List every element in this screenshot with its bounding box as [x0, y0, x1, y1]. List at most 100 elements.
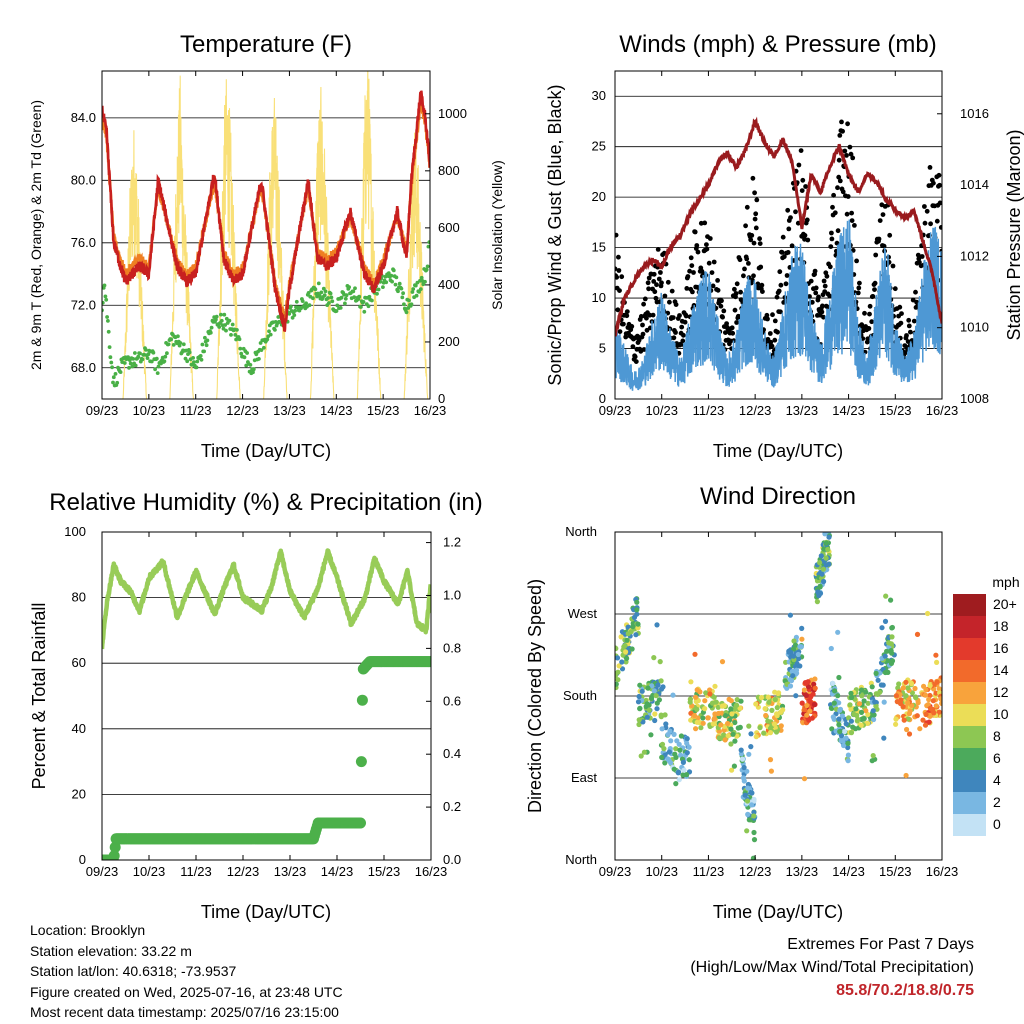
dewpoint-point — [362, 309, 367, 314]
gust-point — [835, 185, 840, 191]
gust-point — [937, 200, 942, 206]
dewpoint-point — [171, 343, 176, 347]
dewpoint-point — [205, 338, 210, 343]
direction-point — [741, 778, 747, 784]
dewpoint-point — [128, 361, 133, 366]
gust-point — [824, 273, 830, 279]
gust-point — [734, 281, 740, 287]
gust-point — [682, 319, 688, 325]
dewpoint-point — [262, 345, 266, 350]
dewpoint-point — [110, 365, 114, 370]
dir-ytick-label: East — [571, 770, 597, 785]
dewpoint-point — [109, 360, 114, 365]
dewpoint-point — [258, 341, 263, 345]
dewpoint-point — [176, 334, 180, 339]
dewpoint-point — [361, 300, 366, 304]
direction-point — [838, 733, 845, 739]
rh-ytick-label: 60 — [72, 655, 86, 670]
gust-point — [695, 249, 701, 255]
temp-title: Temperature (F) — [180, 31, 352, 58]
direction-point — [870, 753, 876, 759]
gust-point — [799, 188, 805, 194]
direction-point — [796, 656, 802, 662]
gust-point — [873, 252, 879, 258]
direction-point — [722, 737, 728, 743]
direction-point — [882, 669, 889, 676]
direction-point — [804, 712, 810, 718]
direction-point — [700, 720, 706, 726]
direction-point — [654, 706, 660, 712]
gust-point — [667, 299, 672, 305]
rh-ytick-right-label: 0.8 — [443, 640, 461, 655]
dewpoint-point — [292, 313, 297, 317]
gust-point — [922, 220, 928, 226]
gust-point — [832, 210, 838, 216]
direction-point — [663, 721, 669, 727]
gust-point — [844, 153, 849, 158]
direction-point — [728, 726, 734, 732]
dewpoint-point — [155, 371, 160, 375]
gust-point — [670, 315, 676, 320]
rh-xtick-label: 09/23 — [86, 864, 119, 879]
dewpoint-point — [169, 337, 174, 342]
direction-point — [615, 655, 621, 661]
legend-label: 10 — [993, 706, 1009, 722]
direction-point — [673, 746, 679, 752]
dewpoint-point — [130, 364, 135, 369]
gust-point — [845, 194, 851, 199]
direction-point — [692, 651, 698, 657]
direction-point — [904, 726, 910, 733]
dewpoint-point — [238, 346, 243, 351]
direction-point — [888, 641, 895, 647]
dewpoint-point — [138, 351, 142, 356]
direction-point — [643, 703, 649, 710]
dewpoint-point — [370, 298, 374, 303]
direction-point — [648, 732, 654, 738]
direction-point — [753, 701, 759, 707]
gust-point — [721, 308, 727, 314]
legend-label: 8 — [993, 728, 1001, 744]
wind-ytick-label: 15 — [592, 240, 606, 255]
direction-point — [881, 699, 887, 705]
gust-point — [680, 338, 686, 344]
legend-label: 6 — [993, 750, 1001, 766]
gust-point — [692, 229, 698, 235]
gust-point — [617, 329, 623, 334]
direction-point — [698, 725, 704, 731]
info-created: Figure created on Wed, 2025-07-16, at 23… — [30, 983, 343, 1000]
dewpoint-point — [311, 296, 315, 301]
gust-point — [751, 240, 757, 246]
direction-point — [889, 634, 895, 640]
dewpoint-series — [102, 240, 430, 388]
direction-point — [863, 689, 869, 695]
direction-point — [673, 781, 679, 787]
direction-point — [872, 699, 878, 705]
gust-point — [850, 155, 856, 161]
extremes-title: Extremes For Past 7 Days — [787, 936, 974, 953]
gust-point — [804, 217, 810, 223]
gust-point — [862, 349, 868, 355]
direction-point — [778, 723, 784, 729]
direction-point — [738, 751, 745, 757]
gust-point — [652, 289, 658, 295]
direction-point — [659, 754, 665, 761]
gust-point — [632, 354, 638, 360]
direction-point — [726, 696, 732, 702]
gust-point — [684, 286, 690, 291]
gust-point — [927, 165, 933, 170]
gust-point — [616, 254, 621, 260]
dewpoint-point — [300, 299, 305, 303]
direction-point — [615, 681, 619, 687]
gust-point — [651, 279, 657, 284]
direction-point — [871, 716, 877, 723]
direction-point — [716, 735, 723, 741]
direction-point — [839, 713, 846, 719]
direction-point — [809, 715, 815, 721]
gust-point — [621, 321, 626, 327]
direction-point — [684, 750, 690, 756]
temp-ylabel: 2m & 9m T (Red, Orange) & 2m Td (Green) — [28, 100, 44, 370]
dewpoint-point — [265, 337, 270, 342]
gust-point — [737, 257, 743, 263]
rh-line — [102, 548, 431, 650]
gust-point — [750, 175, 756, 181]
